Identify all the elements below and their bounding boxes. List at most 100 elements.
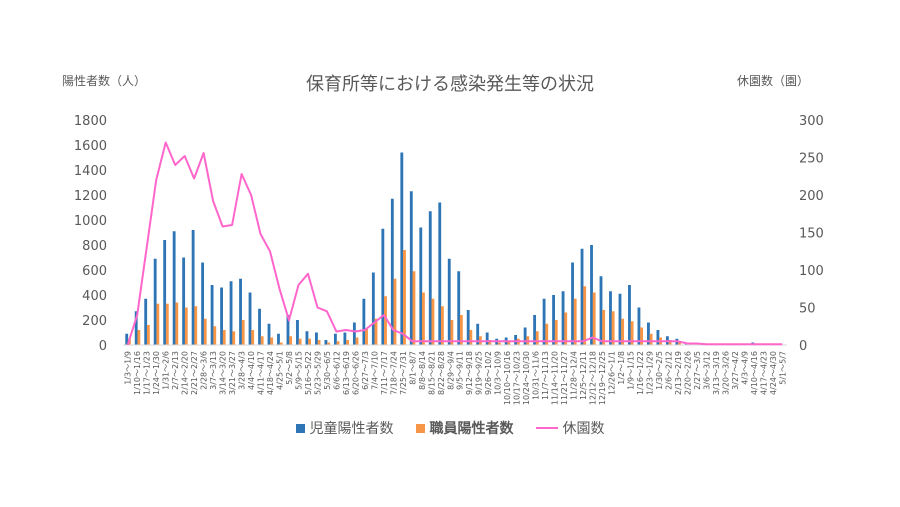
bar-children: [466, 310, 470, 345]
bar-children: [590, 245, 593, 345]
x-tick-label: 6/6～6/12: [332, 351, 341, 390]
bar-staff: [488, 340, 492, 345]
bar-children: [239, 278, 242, 345]
x-tick-label: 9/5～9/11: [456, 351, 465, 390]
bar-children: [134, 311, 138, 345]
x-tick-label: 3/7～3/13: [209, 351, 218, 390]
bar-children: [571, 262, 574, 345]
x-tick-label: 5/30～6/5: [323, 351, 332, 390]
bar-staff: [374, 318, 378, 345]
left-axis-title: 陽性者数（人）: [62, 74, 147, 88]
bar-staff: [602, 310, 606, 345]
bar-staff: [630, 321, 634, 345]
right-tick-label: 100: [799, 264, 824, 279]
bar-children: [533, 315, 537, 345]
bar-staff: [459, 315, 463, 345]
x-tick-label: 5/23～5/29: [314, 351, 323, 395]
x-tick-label: 4/3～4/9: [740, 351, 749, 385]
x-tick-label: 2/6～2/12: [664, 351, 673, 390]
bar-children: [409, 191, 413, 345]
right-tick-label: 200: [799, 189, 824, 204]
bar-staff: [156, 303, 160, 345]
bar-children: [428, 211, 432, 345]
x-tick-label: 12/12～12/18: [589, 351, 598, 405]
bar-staff: [554, 320, 558, 345]
bar-children: [561, 291, 565, 345]
bar-staff: [137, 330, 141, 345]
x-tick-label: 3/20～3/26: [721, 351, 730, 395]
x-tick-label: 10/17～10/23: [513, 351, 522, 405]
bar-children: [258, 308, 261, 345]
bar-staff: [678, 342, 681, 345]
bar-staff: [241, 320, 245, 345]
legend-label-staff: 職員陽性者数: [429, 421, 514, 437]
bar-children: [343, 332, 347, 345]
bar-staff: [308, 338, 312, 345]
bar-staff: [545, 323, 549, 345]
bar-children: [542, 298, 546, 345]
right-tick-label: 50: [799, 302, 816, 317]
x-tick-label: 4/11～4/17: [257, 351, 266, 395]
x-tick-label: 1/23～1/29: [646, 351, 655, 395]
x-tick-label: 3/13～3/19: [712, 351, 721, 395]
chart-title: 保育所等における感染発生等の状況: [306, 74, 594, 95]
bar-staff: [384, 296, 387, 345]
bar-children: [362, 298, 366, 345]
x-tick-label: 7/4～7/10: [370, 351, 379, 390]
right-tick-label: 0: [799, 339, 807, 354]
x-tick-label: 3/14～3/20: [219, 351, 228, 395]
x-tick-label: 8/15～8/21: [427, 351, 436, 395]
x-tick-label: 8/29～9/4: [446, 351, 455, 390]
legend-item-staff: 職員陽性者数: [415, 418, 514, 438]
right-tick-label: 300: [799, 114, 824, 129]
bar-children: [656, 330, 660, 345]
x-tick-label: 2/7～2/13: [171, 351, 180, 390]
x-tick-label: 5/16～5/22: [304, 351, 313, 395]
legend-item-closures: 休園数: [535, 418, 605, 438]
bar-staff: [469, 330, 473, 345]
right-tick-label: 150: [799, 227, 824, 242]
bar-children: [333, 333, 337, 345]
line-closures: [126, 141, 783, 346]
legend-label-children: 児童陽性者数: [309, 421, 394, 437]
bar-children: [277, 333, 280, 345]
bar-staff: [260, 336, 264, 345]
bar-children: [523, 327, 527, 345]
x-tick-label: 1/30～2/5: [655, 351, 664, 390]
bar-children: [125, 333, 129, 345]
bar-children: [580, 248, 584, 345]
left-tick-label: 1600: [74, 139, 107, 154]
x-tick-label: 6/20～6/26: [351, 351, 360, 395]
bar-children: [400, 152, 404, 345]
bar-children: [163, 240, 167, 345]
bar-staff: [564, 312, 568, 345]
bar-staff: [507, 341, 511, 345]
bar-children: [609, 291, 612, 345]
x-tick-label: 2/28～3/6: [200, 351, 209, 390]
x-tick-label: 1/10～1/16: [133, 351, 142, 395]
bar-staff: [317, 340, 321, 345]
x-tick-label: 6/27～7/3: [361, 351, 370, 390]
bar-staff: [422, 292, 425, 345]
bar-children: [457, 271, 461, 345]
bar-children: [618, 293, 622, 345]
bar-children: [153, 258, 157, 345]
bar-children: [381, 228, 385, 345]
x-tick-label: 8/22～8/28: [437, 351, 446, 395]
bar-children: [182, 257, 186, 345]
left-tick-label: 1400: [74, 164, 107, 179]
legend-item-children: 児童陽性者数: [295, 418, 394, 438]
left-tick-label: 1200: [74, 189, 107, 204]
bar-staff: [440, 306, 444, 345]
right-axis-title: 休園数（園）: [737, 74, 810, 88]
bar-children: [352, 322, 356, 345]
bar-staff: [298, 338, 302, 345]
x-tick-label: 10/24～10/30: [522, 351, 531, 405]
bar-children: [315, 332, 318, 345]
bar-staff: [668, 340, 672, 345]
x-tick-label: 11/7～11/13: [541, 351, 550, 400]
x-tick-label: 1/24～1/30: [152, 351, 161, 395]
bar-children: [647, 322, 650, 345]
bar-children: [324, 340, 328, 345]
bar-staff: [270, 337, 274, 345]
